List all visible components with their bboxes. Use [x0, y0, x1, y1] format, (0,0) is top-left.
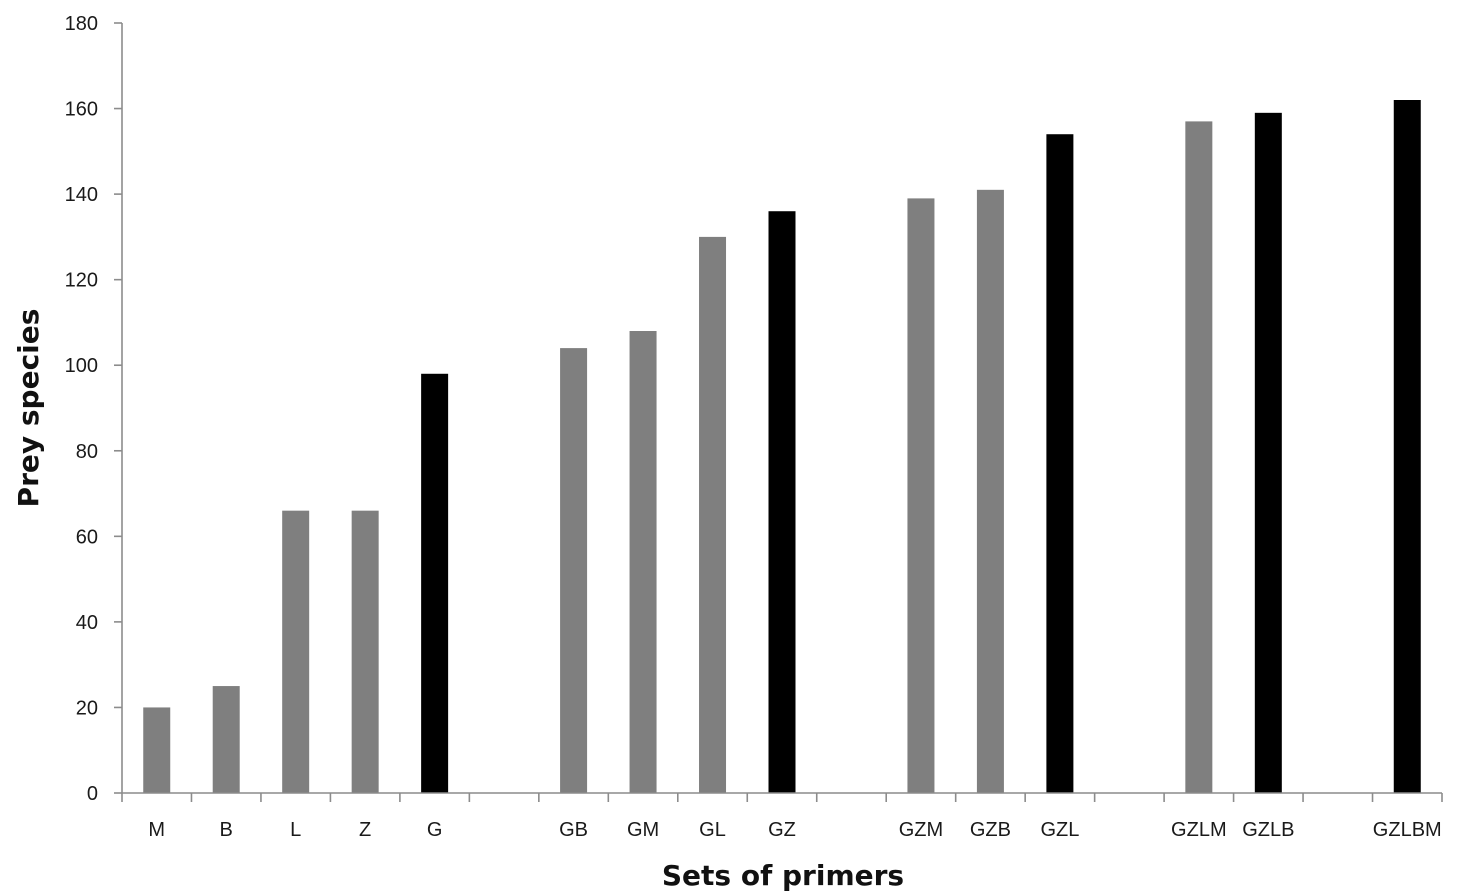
bar-B — [212, 686, 240, 793]
y-tick-label: 40 — [76, 612, 98, 634]
bar-GZB — [976, 189, 1004, 793]
x-tick-label: GL — [699, 819, 726, 841]
x-ticks-group: M B L Z G GB GM GL GZ GZM GZB GZL GZLM GZLB GZLBM — [121, 793, 1443, 841]
x-tick-label: GZM — [899, 819, 943, 841]
y-axis-title: Prey species — [12, 309, 45, 508]
bar-GZLM — [1185, 121, 1213, 793]
axes-group — [121, 23, 1442, 794]
y-tick-label: 160 — [65, 99, 98, 121]
y-tick-label: 140 — [65, 184, 98, 206]
x-tick-label: G — [427, 819, 443, 841]
bar-GZL — [1046, 134, 1074, 794]
y-tick-label: 60 — [76, 526, 98, 548]
y-ticks-group: 0 20 40 60 80 100 120 140 160 180 — [65, 13, 122, 805]
y-tick-label: 100 — [65, 355, 98, 377]
x-tick-label: L — [290, 819, 301, 841]
y-tick-label: 20 — [76, 697, 98, 719]
bar-GL — [699, 236, 727, 793]
x-tick-label: M — [148, 819, 165, 841]
x-tick-label: GZLBM — [1373, 819, 1442, 841]
bar-GZLB — [1254, 112, 1282, 793]
bar-GM — [629, 331, 657, 793]
bar-L — [282, 510, 310, 793]
bar-M — [143, 707, 171, 793]
y-tick-label: 180 — [65, 13, 98, 35]
x-axis-title: Sets of primers — [662, 859, 904, 892]
y-tick-label: 80 — [76, 441, 98, 463]
bar-GZ — [768, 211, 796, 794]
bars-group — [143, 100, 1421, 794]
x-tick-label: GM — [627, 819, 659, 841]
bar-GZLBM — [1393, 100, 1421, 793]
bar-GB — [560, 348, 588, 793]
y-tick-label: 0 — [87, 783, 98, 805]
bar-G — [421, 373, 449, 793]
x-tick-label: GZ — [768, 819, 796, 841]
bar-GZM — [907, 198, 935, 793]
x-tick-label: B — [220, 819, 233, 841]
x-tick-label: Z — [359, 819, 371, 841]
x-tick-label: GB — [559, 819, 588, 841]
x-tick-label: GZB — [970, 819, 1011, 841]
x-tick-label: GZLB — [1242, 819, 1294, 841]
bar-Z — [351, 510, 379, 793]
x-tick-label: GZLM — [1171, 819, 1227, 841]
x-tick-label: GZL — [1040, 819, 1079, 841]
y-tick-label: 120 — [65, 270, 98, 292]
